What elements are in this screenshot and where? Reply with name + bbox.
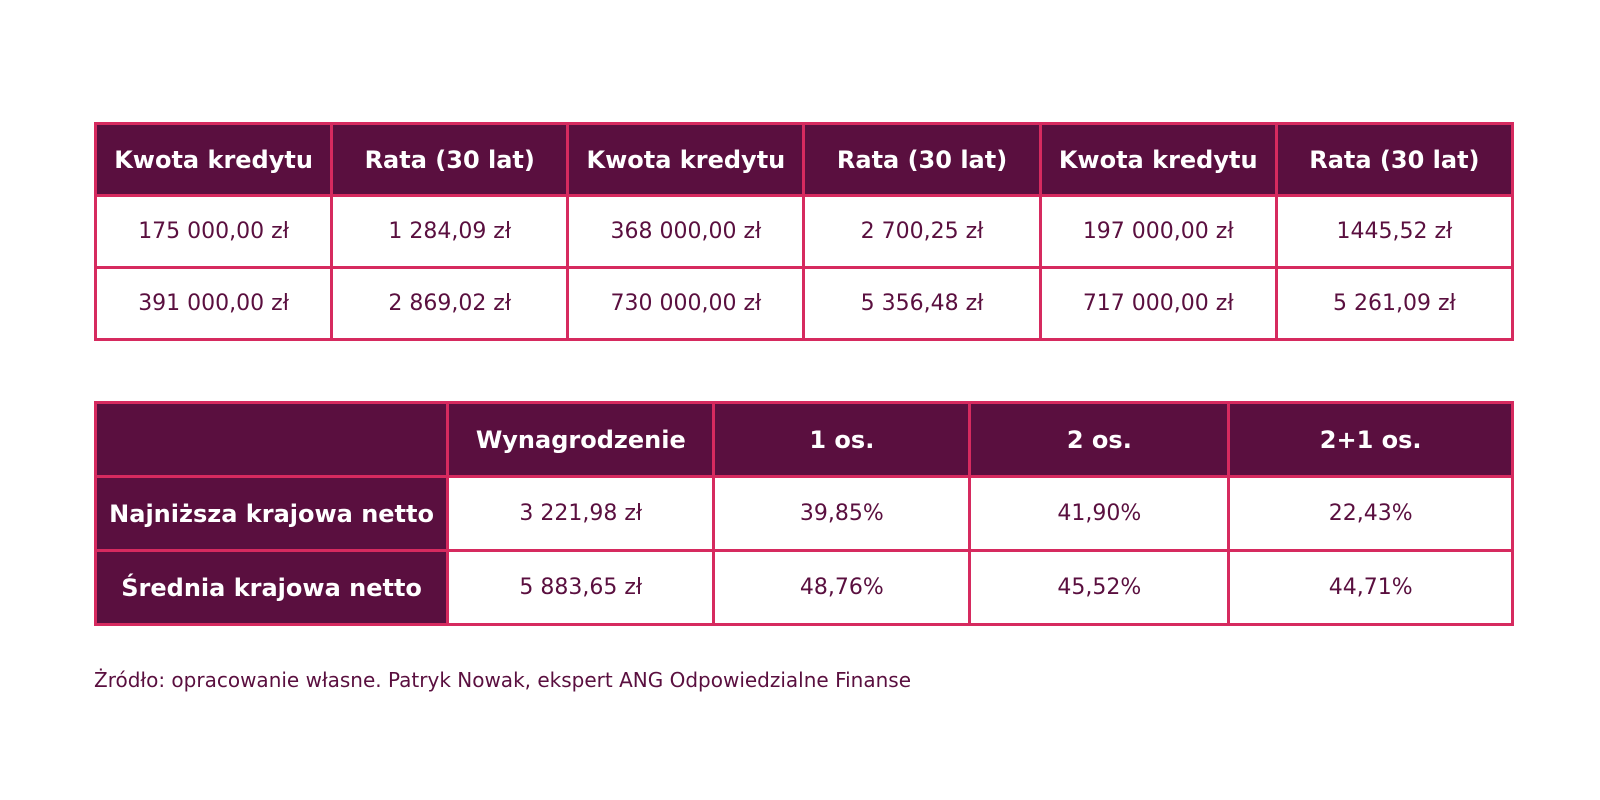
table-header-row: Wynagrodzenie 1 os. 2 os. 2+1 os. (93, 401, 1514, 478)
column-header-installment: Rata (30 lat) (802, 122, 1042, 197)
column-header-2-persons: 2 os. (968, 401, 1231, 478)
table-row: 175 000,00 zł 1 284,09 zł 368 000,00 zł … (93, 194, 1515, 269)
column-header-installment: Rata (30 lat) (1274, 122, 1515, 197)
table-cell: 391 000,00 zł (93, 266, 334, 341)
table-row: 391 000,00 zł 2 869,02 zł 730 000,00 zł … (93, 266, 1515, 341)
column-header-salary: Wynagrodzenie (446, 401, 716, 478)
table-cell: 717 000,00 zł (1038, 266, 1278, 341)
table-cell: 44,71% (1227, 549, 1514, 626)
row-header-average-wage: Średnia krajowa netto (93, 549, 450, 626)
table-cell: 39,85% (712, 475, 972, 552)
column-header-loan-amount: Kwota kredytu (93, 122, 334, 197)
table-cell: 1 284,09 zł (330, 194, 570, 269)
table-cell: 41,90% (968, 475, 1231, 552)
column-header-loan-amount: Kwota kredytu (566, 122, 806, 197)
source-note: Żródło: opracowanie własne. Patryk Nowak… (94, 668, 912, 692)
table-cell: 45,52% (968, 549, 1231, 626)
column-header-empty (93, 401, 450, 478)
salary-share-table: Wynagrodzenie 1 os. 2 os. 2+1 os. Najniż… (93, 401, 1514, 626)
loan-installments-table: Kwota kredytu Rata (30 lat) Kwota kredyt… (93, 122, 1515, 341)
table-cell: 22,43% (1227, 475, 1514, 552)
column-header-loan-amount: Kwota kredytu (1038, 122, 1278, 197)
table-cell: 5 261,09 zł (1274, 266, 1515, 341)
table-cell: 2 700,25 zł (802, 194, 1042, 269)
table-cell: 48,76% (712, 549, 972, 626)
column-header-1-person: 1 os. (712, 401, 972, 478)
table-cell: 2 869,02 zł (330, 266, 570, 341)
table-cell: 730 000,00 zł (566, 266, 806, 341)
table-cell: 197 000,00 zł (1038, 194, 1278, 269)
column-header-2-plus-1-persons: 2+1 os. (1227, 401, 1514, 478)
table-cell: 175 000,00 zł (93, 194, 334, 269)
table-cell: 5 883,65 zł (446, 549, 716, 626)
table-row: Średnia krajowa netto 5 883,65 zł 48,76%… (93, 549, 1514, 626)
table-header-row: Kwota kredytu Rata (30 lat) Kwota kredyt… (93, 122, 1515, 197)
column-header-installment: Rata (30 lat) (330, 122, 570, 197)
table-cell: 368 000,00 zł (566, 194, 806, 269)
row-header-minimum-wage: Najniższa krajowa netto (93, 475, 450, 552)
table-cell: 1445,52 zł (1274, 194, 1515, 269)
table-row: Najniższa krajowa netto 3 221,98 zł 39,8… (93, 475, 1514, 552)
table-cell: 5 356,48 zł (802, 266, 1042, 341)
table-cell: 3 221,98 zł (446, 475, 716, 552)
